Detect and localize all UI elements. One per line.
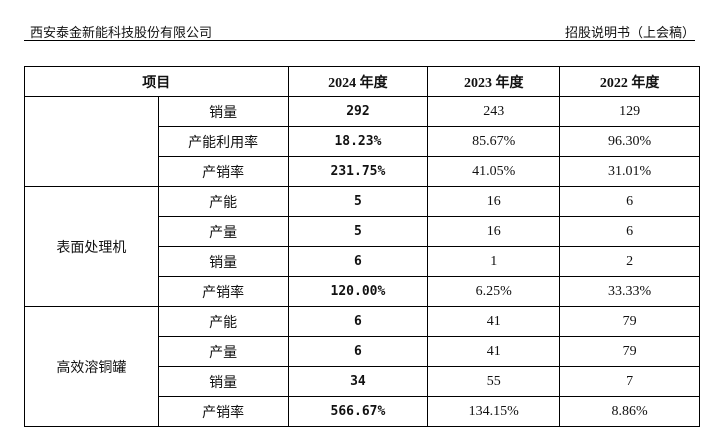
table-row: 产量 5 16 6 [25,216,700,247]
cell: 16 [427,216,561,247]
cell: 41.05% [427,156,561,187]
cell: 566.67% [287,396,429,427]
cell: 292 [287,96,429,127]
item-label: 产销率 [157,156,289,187]
table-row: 销量 34 55 7 [25,366,700,397]
group-label: 高效溶铜罐 [24,306,159,427]
table-row: 产销率 231.75% 41.05% 31.01% [25,156,700,187]
cell: 79 [559,306,700,337]
table-row: 产量 6 41 79 [25,336,700,367]
cell: 134.15% [427,396,561,427]
cell: 6.25% [427,276,561,307]
item-label: 销量 [157,246,289,277]
item-label: 产量 [157,216,289,247]
cell: 18.23% [287,126,429,157]
page-header: 西安泰金新能科技股份有限公司 招股说明书（上会稿） [24,20,695,41]
table-row: 表面处理机 产能 5 16 6 [24,186,700,307]
table-row: 高效溶铜罐 产能 6 41 79 [24,306,700,427]
cell: 34 [287,366,429,397]
data-table: 项目 2024 年度 2023 年度 2022 年度 销量 292 243 129 产能… [24,66,700,427]
column-header: 2022 年度 [559,66,700,97]
cell: 85.67% [427,126,561,157]
cell: 231.75% [287,156,429,187]
column-header: 2023 年度 [427,66,561,97]
cell: 5 [287,216,429,247]
cell: 129 [559,96,700,127]
column-header: 2024 年度 [287,66,429,97]
doc-name: 招股说明书（上会稿） [564,25,695,40]
cell: 31.01% [559,156,700,187]
cell: 8.86% [559,396,700,427]
item-label: 销量 [157,96,289,127]
cell: 41 [427,306,561,337]
cell: 2 [559,246,700,277]
cell: 6 [287,246,429,277]
cell: 6 [287,336,429,367]
cell: 6 [559,186,700,217]
item-label: 产销率 [157,396,289,427]
cell: 243 [427,96,561,127]
table-row: 销量 292 243 129 [24,96,700,187]
cell: 7 [559,366,700,397]
cell: 120.00% [287,276,429,307]
item-label: 产能 [157,306,289,337]
item-label: 产销率 [157,276,289,307]
cell: 41 [427,336,561,367]
table-row: 产能利用率 18.23% 85.67% 96.30% [25,126,700,157]
cell: 96.30% [559,126,700,157]
cell: 55 [427,366,561,397]
item-label: 产量 [157,336,289,367]
cell: 5 [287,186,429,217]
item-label: 产能 [157,186,289,217]
cell: 6 [287,306,429,337]
cell: 6 [559,216,700,247]
group-label: 表面处理机 [24,186,159,307]
table-row: 产销率 120.00% 6.25% 33.33% [25,276,700,307]
cell: 16 [427,186,561,217]
header-row: 项目 2024 年度 2023 年度 2022 年度 [24,66,700,97]
cell: 33.33% [559,276,700,307]
cell: 1 [427,246,561,277]
item-label: 销量 [157,366,289,397]
group-label [24,96,159,187]
item-label: 产能利用率 [157,126,289,157]
company-name: 西安泰金新能科技股份有限公司 [30,25,213,40]
cell: 79 [559,336,700,367]
table-body: 销量 292 243 129 产能利用率 18.23% 85.67% 96.30% 产销率 231… [24,96,700,427]
column-header: 项目 [24,66,289,97]
table-row: 产销率 566.67% 134.15% 8.86% [25,396,700,427]
